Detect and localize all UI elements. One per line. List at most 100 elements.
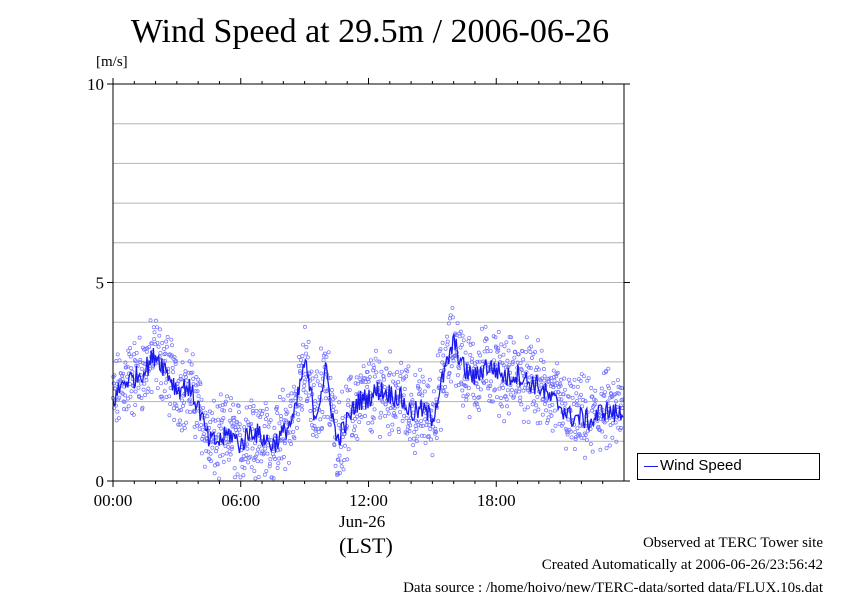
data-point bbox=[528, 349, 533, 354]
data-point bbox=[475, 359, 480, 364]
data-point bbox=[236, 403, 241, 408]
data-point bbox=[407, 429, 412, 433]
data-point bbox=[443, 346, 448, 351]
data-point bbox=[421, 423, 425, 428]
data-point bbox=[504, 397, 509, 402]
data-point bbox=[466, 386, 471, 391]
data-point bbox=[384, 366, 389, 371]
data-point bbox=[508, 392, 513, 397]
data-point bbox=[589, 386, 594, 390]
footer-site: Observed at TERC Tower site bbox=[642, 535, 823, 551]
data-point bbox=[391, 372, 396, 377]
data-point bbox=[421, 379, 426, 384]
data-point bbox=[581, 398, 586, 402]
data-point bbox=[349, 404, 354, 409]
data-point bbox=[595, 425, 600, 430]
data-point bbox=[298, 357, 303, 362]
data-point bbox=[315, 379, 320, 384]
data-point bbox=[430, 453, 435, 458]
data-point bbox=[563, 401, 568, 406]
data-point bbox=[590, 394, 595, 399]
data-point bbox=[593, 388, 598, 393]
data-point bbox=[574, 403, 579, 408]
data-point bbox=[306, 339, 311, 344]
data-point bbox=[554, 374, 559, 379]
data-point bbox=[174, 403, 179, 408]
data-point bbox=[468, 352, 473, 357]
data-point bbox=[345, 388, 350, 393]
data-point bbox=[152, 337, 157, 342]
data-point bbox=[437, 349, 442, 354]
data-point bbox=[288, 398, 293, 403]
data-point bbox=[418, 367, 423, 372]
data-point bbox=[551, 383, 555, 388]
data-point bbox=[138, 358, 143, 362]
data-point bbox=[303, 324, 307, 329]
data-point bbox=[344, 424, 349, 429]
data-point bbox=[544, 398, 549, 403]
data-point bbox=[422, 433, 427, 438]
grid-lines bbox=[113, 123, 624, 442]
data-point bbox=[423, 417, 428, 422]
data-point bbox=[212, 471, 217, 476]
data-point bbox=[552, 375, 557, 379]
data-point bbox=[415, 383, 420, 388]
data-point bbox=[412, 430, 417, 435]
data-point bbox=[140, 405, 145, 410]
data-point bbox=[401, 393, 406, 398]
data-point bbox=[431, 424, 436, 429]
data-point bbox=[262, 424, 267, 428]
data-point bbox=[221, 402, 225, 407]
data-point bbox=[497, 386, 502, 391]
data-point bbox=[478, 387, 483, 392]
data-point bbox=[392, 411, 397, 415]
data-point bbox=[496, 348, 501, 353]
data-point bbox=[328, 423, 333, 427]
data-point bbox=[449, 364, 454, 369]
data-point bbox=[463, 384, 468, 389]
data-point bbox=[304, 345, 309, 350]
data-point bbox=[184, 420, 189, 425]
data-point bbox=[538, 420, 543, 425]
data-point bbox=[258, 408, 263, 413]
data-point bbox=[229, 420, 234, 425]
data-point bbox=[557, 396, 562, 401]
data-point bbox=[550, 402, 555, 407]
data-point bbox=[350, 419, 355, 424]
data-point bbox=[387, 432, 392, 437]
data-point bbox=[159, 381, 164, 386]
data-point bbox=[337, 470, 342, 475]
data-point bbox=[282, 418, 287, 423]
data-point bbox=[420, 393, 425, 398]
data-point bbox=[163, 351, 168, 356]
data-point bbox=[290, 398, 295, 403]
data-point bbox=[339, 460, 344, 465]
data-point bbox=[237, 427, 242, 432]
data-point bbox=[235, 472, 240, 477]
data-point bbox=[539, 357, 543, 362]
data-point bbox=[297, 355, 302, 359]
data-point bbox=[164, 339, 169, 344]
data-point bbox=[549, 413, 554, 418]
data-point bbox=[582, 436, 587, 441]
data-point bbox=[195, 389, 200, 394]
data-point bbox=[565, 432, 570, 437]
data-point bbox=[123, 360, 128, 365]
data-point bbox=[486, 384, 491, 389]
data-point bbox=[528, 365, 533, 370]
data-point bbox=[361, 364, 366, 369]
data-point bbox=[297, 402, 302, 407]
data-point bbox=[548, 410, 553, 415]
data-point bbox=[531, 351, 536, 356]
data-point bbox=[546, 379, 551, 384]
data-point bbox=[559, 423, 564, 428]
data-point bbox=[235, 431, 240, 436]
data-point bbox=[177, 408, 182, 413]
data-point bbox=[450, 305, 455, 310]
data-point bbox=[211, 417, 216, 422]
data-point bbox=[301, 342, 306, 347]
data-point bbox=[576, 403, 581, 408]
data-point bbox=[367, 375, 372, 380]
data-point bbox=[263, 401, 268, 406]
data-point bbox=[379, 369, 384, 374]
